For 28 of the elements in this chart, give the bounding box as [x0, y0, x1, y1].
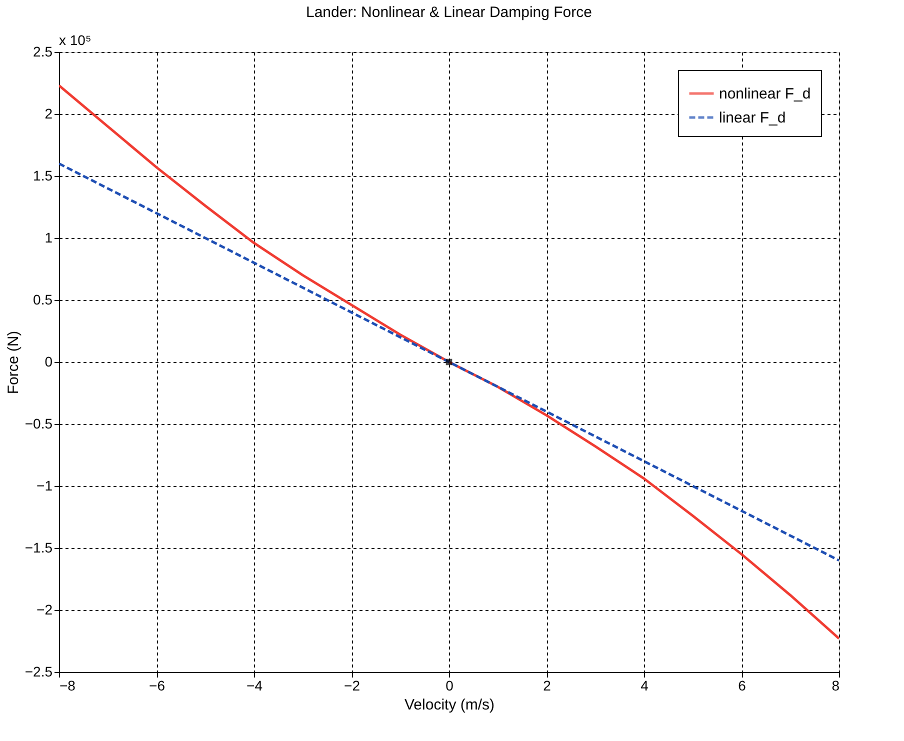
y-tick-label: −1 [36, 478, 53, 494]
y-axis-title: Force (N) [4, 330, 22, 394]
x-tick-label: 8 [832, 678, 840, 694]
x-tick-label: −6 [149, 678, 166, 694]
x-tick-label: 0 [446, 678, 454, 694]
y-tick-label: 2 [44, 106, 53, 122]
x-tick-label: 4 [640, 678, 649, 694]
line-series [59, 162, 839, 562]
y-tick-label: 0 [44, 354, 53, 370]
x-tick-label: −2 [344, 678, 360, 694]
x-tick-label: −8 [60, 678, 76, 694]
line-series [59, 84, 839, 640]
y-tick-label: −1.5 [24, 540, 53, 556]
y-tick-label: 1 [44, 230, 53, 246]
legend-label: linear F_d [719, 110, 786, 126]
chart-title: Lander: Nonlinear & Linear Damping Force [306, 4, 592, 21]
y-tick-label: −2.5 [24, 664, 53, 680]
y-tick-label: 1.5 [33, 168, 53, 184]
legend-label: nonlinear F_d [719, 86, 811, 102]
y-tick-label: −2 [36, 602, 53, 618]
y-tick-label: 2.5 [33, 44, 53, 60]
y-tick-label: 0.5 [33, 292, 53, 308]
x-tick-label: 2 [543, 678, 552, 694]
x-tick-label: −4 [246, 678, 263, 694]
x-tick-label: 6 [738, 678, 746, 694]
x-axis-title: Velocity (m/s) [404, 696, 495, 714]
y-tick-label: −0.5 [24, 416, 53, 432]
text: x 10⁵ [59, 32, 92, 48]
